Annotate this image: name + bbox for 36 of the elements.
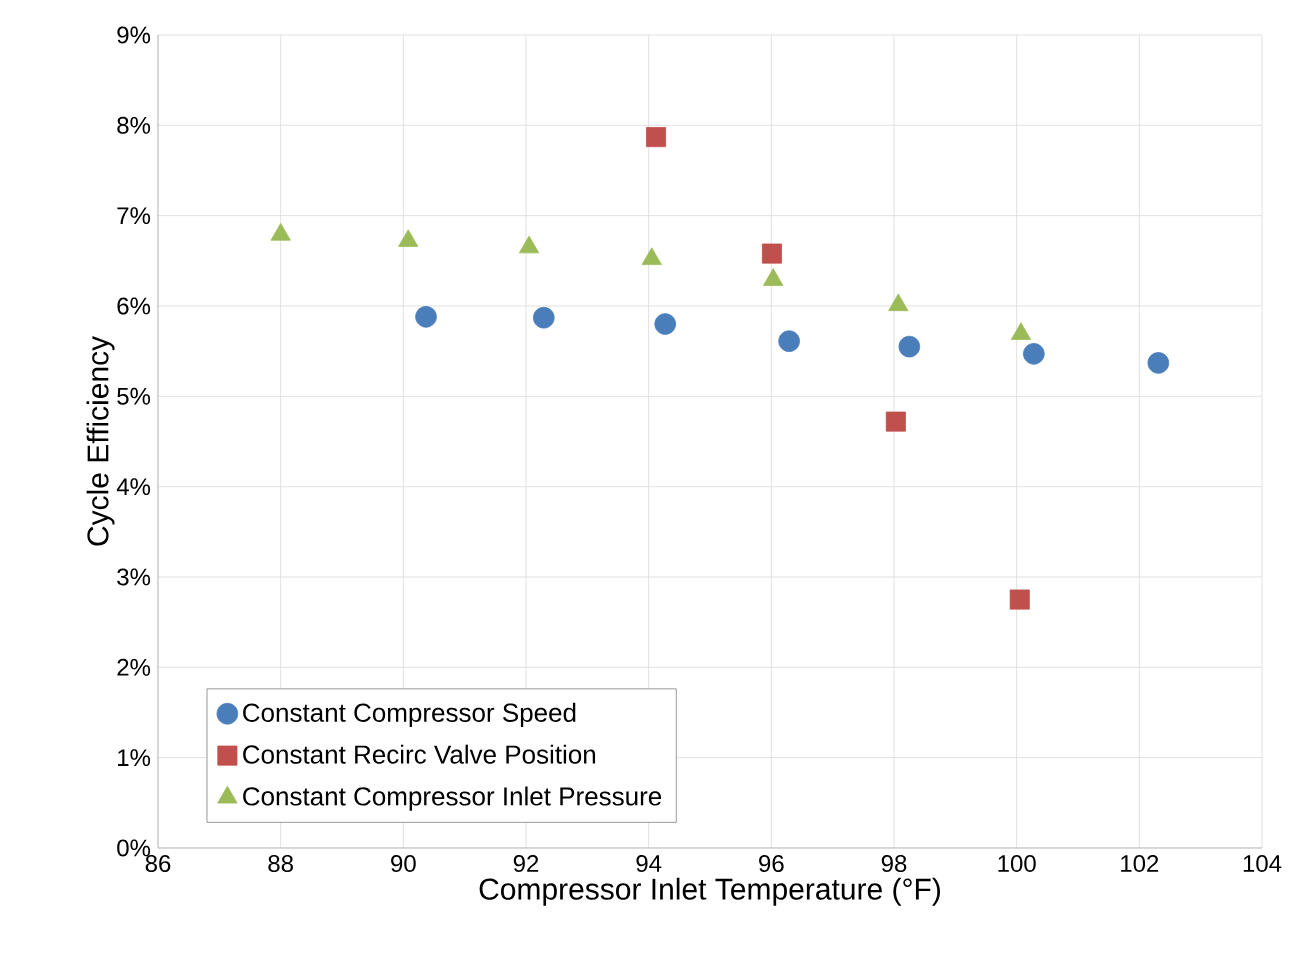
y-tick-label: 4% [116,478,151,496]
point [532,306,555,329]
y-axis-title: Cycle Efficiency [86,335,115,546]
y-tick-label: 7% [117,207,151,225]
y-tick-label: 0% [117,839,151,857]
y-tick-label: 1% [118,749,151,767]
point [885,411,906,432]
x-tick-label: 94 [636,855,662,873]
x-tick-label: 100 [998,855,1036,873]
x-tick-label: 86 [145,855,171,873]
point [778,330,800,353]
x-tick-label: 96 [759,855,784,873]
y-tick-label: 8% [117,116,151,134]
point [1023,343,1045,365]
point [1009,589,1030,610]
point [654,313,677,335]
y-tick-label: 2% [117,658,151,676]
point [646,127,667,148]
point [1147,352,1170,374]
x-tick-label: 98 [881,855,907,873]
legend-label: Constant Compressor Speed [243,702,576,728]
point [898,335,921,358]
legend-label: Constant Recirc Valve Position [243,744,596,764]
y-tick-label: 9% [117,26,151,44]
legend-label: Constant Compressor Inlet Pressure [243,786,662,811]
point [761,243,782,264]
y-tick-label: 3% [117,568,151,586]
x-tick-label: 90 [391,855,416,873]
x-tick-label: 88 [268,855,293,873]
point [415,306,437,328]
y-tick-label: 5% [117,387,151,405]
x-axis-title: Compressor Inlet Temperature (°F) [479,877,940,906]
x-tick-label: 102 [1121,855,1159,873]
x-tick-label: 104 [1243,855,1282,873]
x-tick-label: 92 [513,855,539,873]
y-tick-label: 6% [117,297,151,315]
